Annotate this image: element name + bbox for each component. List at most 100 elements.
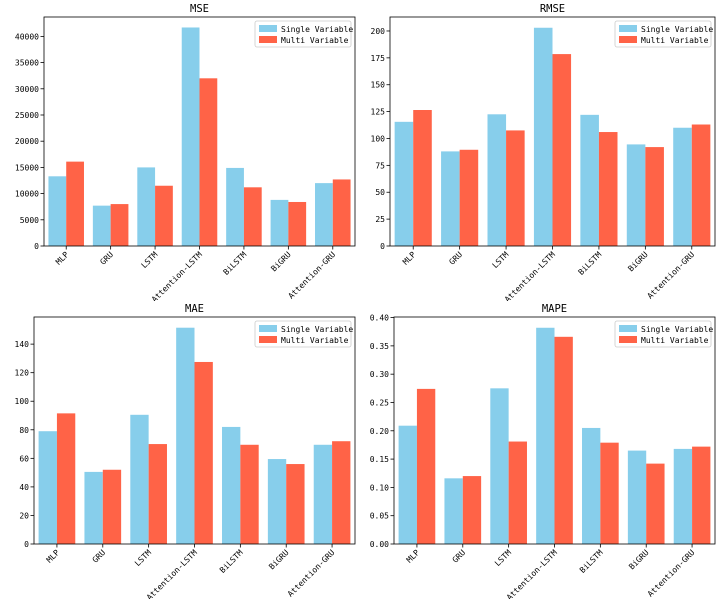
bar-multi-lstm: [155, 185, 173, 246]
x-tick-label: Attention-LSTM: [503, 250, 557, 301]
y-tick-label: 100: [15, 397, 30, 406]
legend-box: [614, 20, 712, 48]
legend-box: [254, 320, 352, 348]
y-tick-label: 5000: [20, 216, 39, 225]
y-tick-label: 80: [19, 426, 29, 435]
chart-title: MAE: [185, 303, 204, 315]
bar-single-gru: [92, 205, 111, 246]
bar-multi-lstm: [508, 441, 527, 544]
x-tick-label: LSTM: [133, 548, 153, 568]
bar-single-mlp: [398, 425, 417, 544]
bar-multi-gru: [110, 204, 129, 246]
bar-single-bigru: [627, 450, 647, 544]
x-tick-label: BiGRU: [269, 250, 293, 274]
bar-single-mlp: [394, 121, 414, 246]
y-tick-label: 40: [19, 483, 29, 492]
x-tick-label: BiLSTM: [578, 548, 605, 575]
bar-single-attention-gru: [673, 127, 692, 246]
x-tick-label: Attention-GRU: [646, 548, 697, 599]
y-tick-label: 75: [375, 161, 385, 170]
bar-single-attention-gru: [673, 448, 693, 544]
bar-single-lstm: [130, 414, 149, 544]
bar-multi-attention-lstm: [552, 54, 572, 247]
bar-multi-bilstm: [598, 132, 618, 246]
legend-swatch-multi: [259, 36, 277, 43]
y-tick-label: 0: [34, 242, 39, 251]
bar-multi-attention-lstm: [554, 336, 573, 544]
chart-title: RMSE: [540, 3, 565, 15]
mape-chart: MAPE 0.00 0.05 0.10 0.15 0.20 0.25 0.30 0.35 0.40…: [370, 303, 716, 599]
bar-multi-attention-gru: [332, 441, 351, 544]
bar-single-lstm: [137, 167, 156, 246]
legend-label-single: Single Variable: [641, 325, 713, 334]
legend-label-multi: Multi Variable: [641, 36, 709, 45]
legend-swatch-multi: [619, 36, 637, 43]
y-tick-label: 0.30: [370, 370, 389, 379]
y-tick-label: 40000: [15, 32, 39, 41]
x-tick-label: Attention-LSTM: [145, 548, 199, 599]
y-tick-label: 100: [371, 134, 386, 143]
y-tick-label: 200: [371, 27, 386, 36]
legend-swatch-single: [259, 325, 277, 332]
x-tick-label: BiGRU: [626, 250, 650, 274]
chart-title: MSE: [190, 3, 209, 15]
x-tick-label: Attention-GRU: [646, 250, 697, 301]
bar-single-bilstm: [222, 426, 241, 544]
legend-label-single: Single Variable: [281, 325, 353, 334]
y-tick-label: 175: [371, 54, 386, 63]
bar-multi-mlp: [413, 110, 432, 246]
bar-multi-gru: [462, 476, 482, 544]
legend-box: [254, 20, 352, 48]
bar-single-attention-gru: [315, 183, 333, 246]
y-tick-label: 120: [15, 369, 30, 378]
x-tick-label: GRU: [447, 250, 464, 267]
y-tick-label: 0.10: [370, 483, 389, 492]
bar-multi-bigru: [286, 464, 305, 544]
x-tick-label: GRU: [98, 250, 115, 267]
y-tick-label: 0.20: [370, 427, 389, 436]
bar-single-bilstm: [582, 427, 601, 544]
bar-single-mlp: [38, 431, 57, 544]
bar-multi-attention-gru: [332, 179, 351, 246]
bar-multi-bigru: [645, 147, 664, 246]
y-tick-label: 25: [375, 215, 385, 224]
x-tick-label: GRU: [91, 548, 108, 565]
bar-multi-attention-gru: [692, 446, 711, 544]
x-tick-label: Attention-GRU: [287, 250, 338, 301]
x-tick-label: Attention-LSTM: [505, 548, 559, 599]
bar-multi-attention-gru: [691, 124, 711, 246]
x-tick-label: BiLSTM: [577, 250, 604, 277]
x-tick-label: LSTM: [490, 250, 510, 270]
bar-multi-bilstm: [240, 444, 259, 544]
legend-swatch-single: [259, 25, 277, 32]
legend-label-multi: Multi Variable: [281, 36, 349, 45]
bar-multi-bigru: [646, 463, 665, 544]
bar-single-bigru: [267, 459, 287, 544]
bar-multi-mlp: [66, 161, 84, 246]
y-tick-label: 15000: [15, 163, 39, 172]
y-tick-label: 0.00: [370, 540, 389, 549]
x-tick-label: BiLSTM: [222, 250, 249, 277]
bar-single-attention-gru: [313, 444, 333, 544]
bar-single-bilstm: [226, 167, 244, 246]
y-tick-label: 35000: [15, 59, 39, 68]
x-tick-label: BiGRU: [267, 548, 291, 572]
bar-multi-lstm: [506, 130, 525, 246]
x-tick-label: MLP: [405, 548, 422, 565]
x-tick-label: BiGRU: [627, 548, 651, 572]
bar-single-lstm: [487, 114, 507, 246]
x-tick-label: MLP: [401, 250, 418, 267]
x-tick-label: MLP: [54, 250, 71, 267]
x-tick-label: LSTM: [493, 548, 513, 568]
legend-swatch-single: [619, 25, 637, 32]
legend-label-multi: Multi Variable: [641, 336, 709, 345]
bar-multi-mlp: [56, 413, 76, 544]
legend-box: [614, 320, 712, 348]
legend-label-multi: Multi Variable: [281, 336, 349, 345]
bar-single-mlp: [48, 176, 67, 246]
y-tick-label: 20000: [15, 137, 39, 146]
y-tick-label: 125: [371, 108, 386, 117]
y-tick-label: 0: [24, 540, 29, 549]
